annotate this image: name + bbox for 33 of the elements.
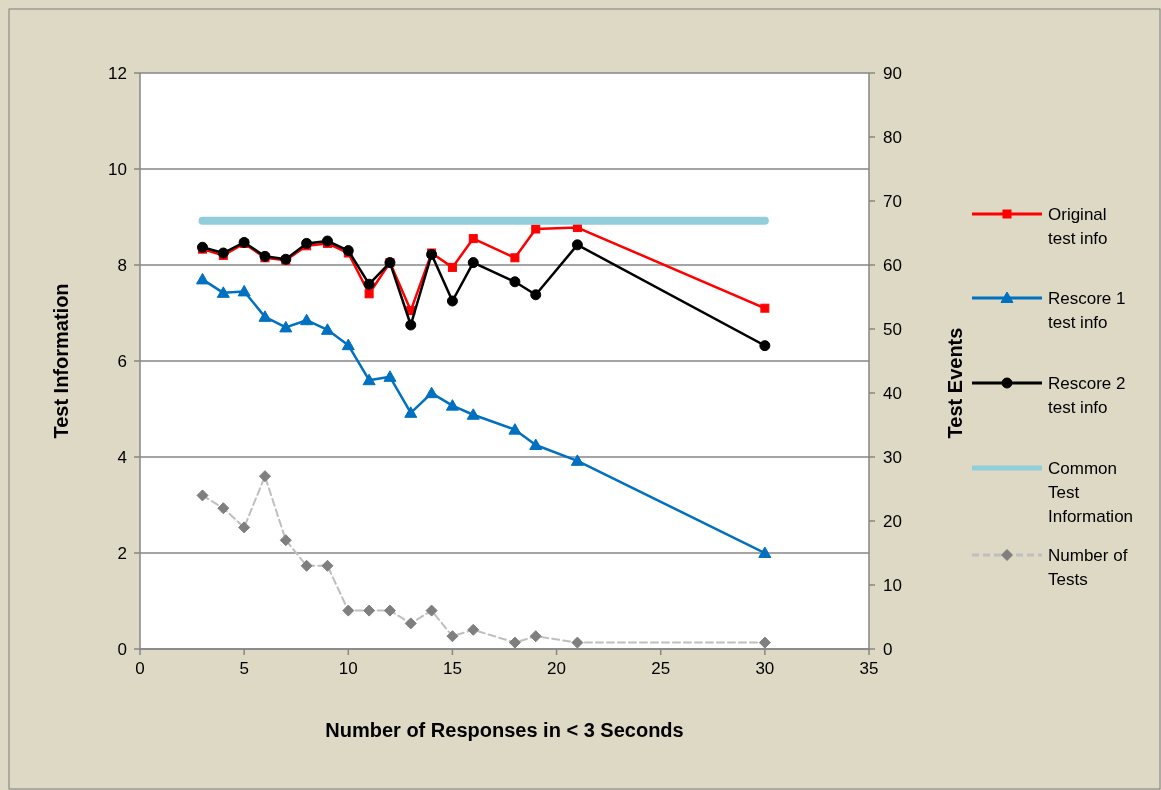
y2-tick-label: 90: [883, 64, 902, 83]
x-tick-label: 0: [135, 659, 145, 678]
x-tick-label: 5: [239, 659, 249, 678]
y-tick-label: 6: [117, 352, 127, 371]
x-tick-label: 35: [859, 659, 879, 678]
y-tick-label: 4: [117, 448, 127, 467]
legend-label: Number of Tests: [1048, 546, 1128, 589]
y-tick-label: 0: [117, 640, 127, 659]
x-tick-label: 10: [338, 659, 358, 678]
y2-tick-label: 10: [883, 576, 902, 595]
y-tick-label: 2: [117, 544, 127, 563]
y-tick-label: 10: [108, 160, 127, 179]
x-axis-title: Number of Responses in < 3 Seconds: [325, 719, 684, 741]
y-tick-label: 8: [117, 256, 127, 275]
x-tick-label: 15: [442, 659, 462, 678]
x-tick-label: 25: [651, 659, 671, 678]
legend-label: Rescore 2 test info: [1048, 374, 1126, 417]
y2-tick-label: 80: [883, 128, 902, 147]
y2-tick-label: 70: [883, 192, 902, 211]
y2-tick-label: 30: [883, 448, 902, 467]
y2-axis-title: Test Events: [944, 327, 966, 439]
legend-label: Common Test Information: [1048, 459, 1134, 526]
x-tick-label: 30: [755, 659, 775, 678]
y2-tick-label: 50: [883, 320, 902, 339]
y2-tick-label: 20: [883, 512, 902, 531]
y-tick-label: 12: [108, 64, 127, 83]
x-tick-label: 20: [547, 659, 567, 678]
y-axis-title: Test Information: [50, 283, 72, 439]
y2-tick-label: 0: [883, 640, 893, 659]
y2-tick-label: 60: [883, 256, 902, 275]
legend-label: Rescore 1 test info: [1048, 289, 1126, 332]
legend-label: Original test info: [1048, 205, 1108, 248]
y2-tick-label: 40: [883, 384, 902, 403]
